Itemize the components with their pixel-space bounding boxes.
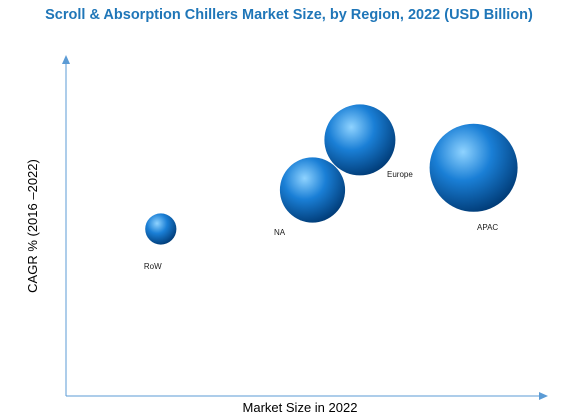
bubble-row (145, 213, 177, 245)
x-axis-arrowhead (539, 392, 548, 400)
bubble-label-na: NA (274, 228, 286, 237)
bubble-apac (429, 123, 518, 212)
bubble-label-apac: APAC (477, 223, 498, 232)
bubble-na (279, 157, 346, 223)
bubble-europe (324, 104, 396, 176)
bubble-label-europe: Europe (387, 170, 413, 179)
x-axis (66, 392, 548, 400)
y-axis-arrowhead (62, 55, 70, 64)
x-axis-title: Market Size in 2022 (243, 400, 358, 415)
chart-title: Scroll & Absorption Chillers Market Size… (45, 7, 533, 23)
bubble-label-row: RoW (144, 262, 162, 271)
y-axis-title: CAGR % (2016 –2022) (25, 159, 40, 293)
bubbles-layer: RoW NA Europe APAC (144, 104, 518, 271)
y-axis (62, 55, 70, 396)
